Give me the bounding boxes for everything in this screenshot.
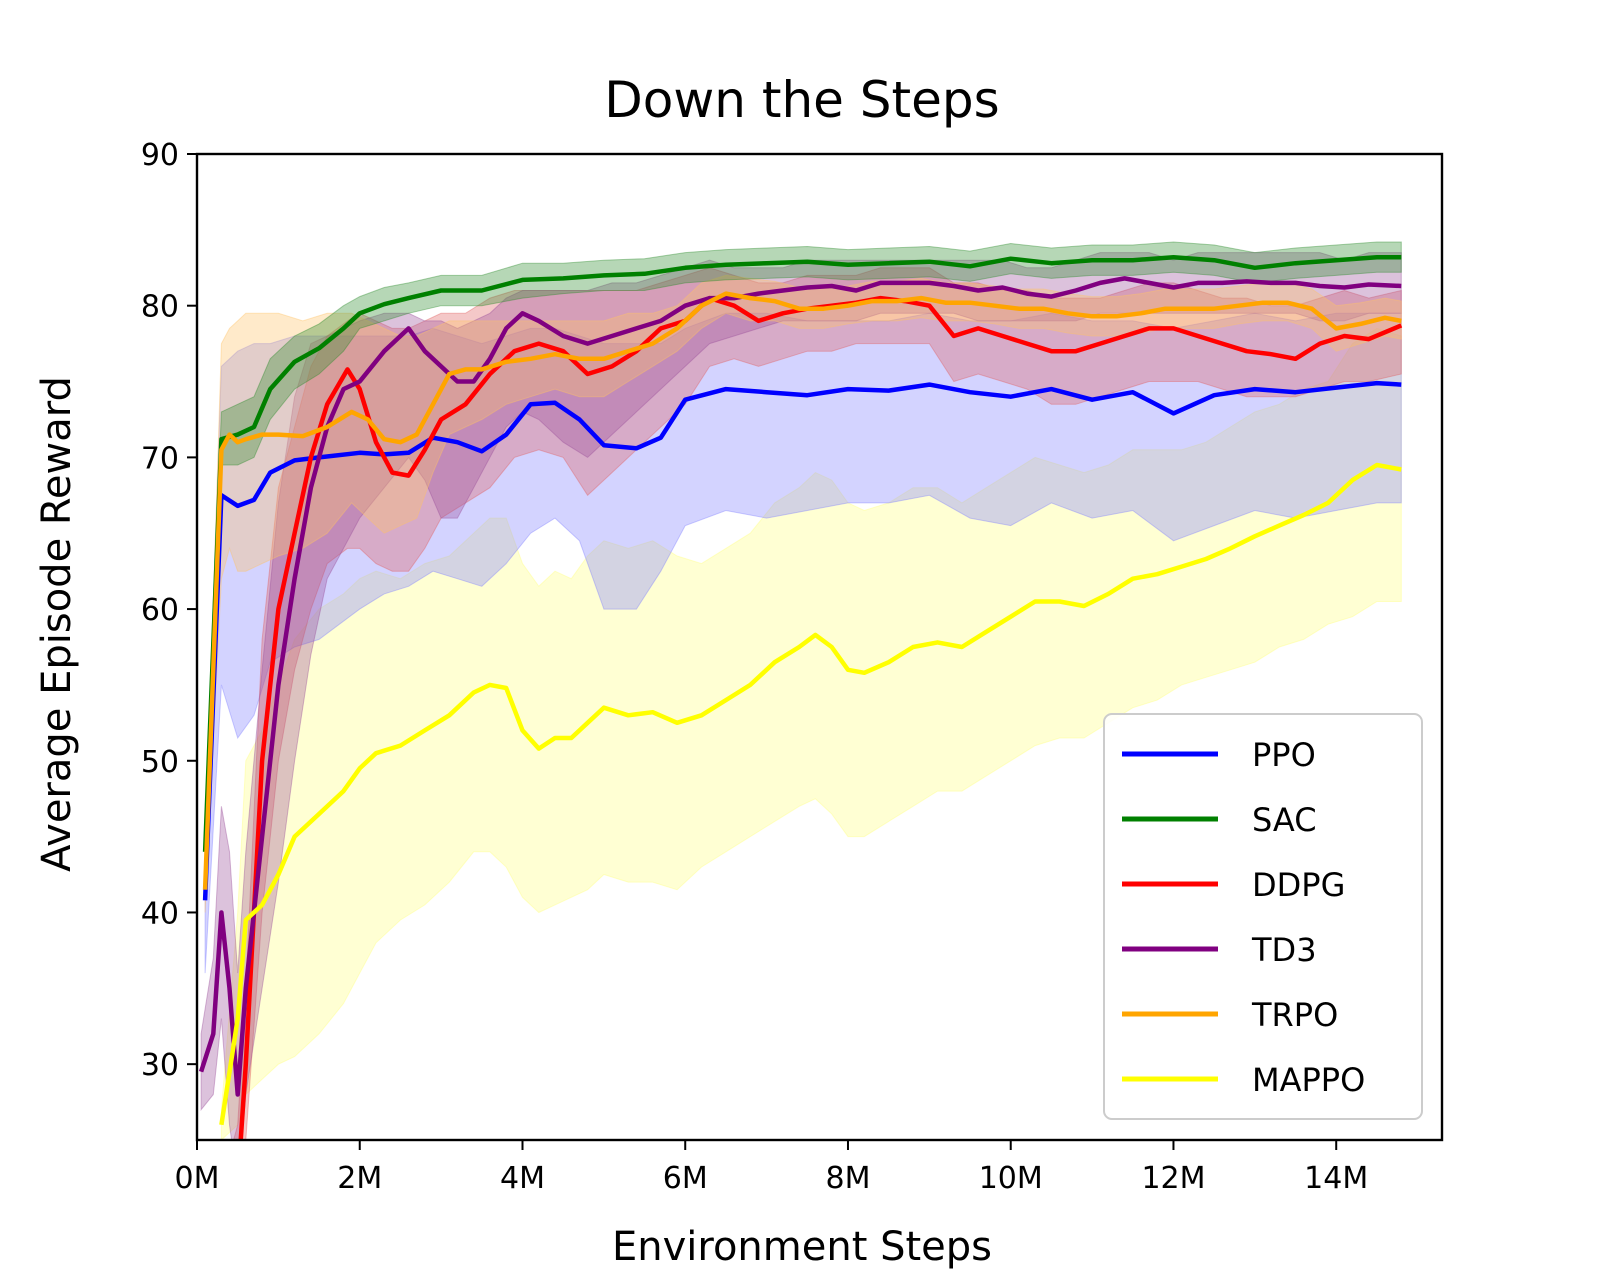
y-tick-label: 90 (141, 138, 179, 173)
legend-label-sac: SAC (1252, 801, 1317, 839)
x-tick-label: 12M (1141, 1161, 1205, 1196)
x-tick-label: 4M (500, 1161, 545, 1196)
legend-label-ppo: PPO (1252, 736, 1316, 774)
line-mappo (219, 462, 1402, 1126)
x-tick-label: 2M (337, 1161, 382, 1196)
line-ddpg (238, 295, 1403, 1140)
line-sac (202, 254, 1402, 852)
band-mappo (220, 327, 1402, 1140)
band-sac (204, 241, 1402, 883)
y-axis: 30 40 50 60 70 80 90 (141, 138, 197, 1083)
legend-box (1103, 713, 1423, 1120)
y-tick-label: 50 (141, 745, 179, 780)
line-td3 (198, 276, 1402, 1097)
x-tick-label: 0M (175, 1161, 220, 1196)
legend-label-trpo: TRPO (1251, 996, 1338, 1034)
legend-label-ddpg: DDPG (1252, 866, 1345, 904)
legend-label-td3: TD3 (1251, 931, 1317, 969)
band-ppo (204, 312, 1402, 974)
line-trpo (202, 291, 1402, 890)
series-lines (198, 254, 1403, 1140)
y-tick-label: 70 (141, 441, 179, 476)
band-trpo (204, 274, 1402, 913)
x-tick-label: 14M (1304, 1161, 1368, 1196)
x-tick-label: 8M (825, 1161, 870, 1196)
chart-title: Down the Steps (604, 71, 999, 129)
band-td3 (200, 252, 1402, 1140)
x-axis-label: Environment Steps (612, 1224, 992, 1270)
y-tick-label: 40 (141, 896, 179, 931)
plot-frame (195, 152, 1444, 1142)
legend-label-mappo: MAPPO (1252, 1061, 1365, 1099)
legend: PPO SAC DDPG TD3 TRPO MAPPO (1103, 713, 1423, 1120)
y-axis-label: Average Episode Reward (34, 376, 80, 872)
y-tick-label: 80 (141, 290, 179, 325)
y-tick-label: 60 (141, 593, 179, 628)
line-ppo (202, 380, 1402, 901)
x-axis: 0M 2M 4M 6M 8M 10M 12M 14M (175, 1140, 1368, 1196)
x-tick-label: 6M (663, 1161, 708, 1196)
x-tick-label: 10M (979, 1161, 1043, 1196)
y-tick-label: 30 (141, 1048, 179, 1083)
